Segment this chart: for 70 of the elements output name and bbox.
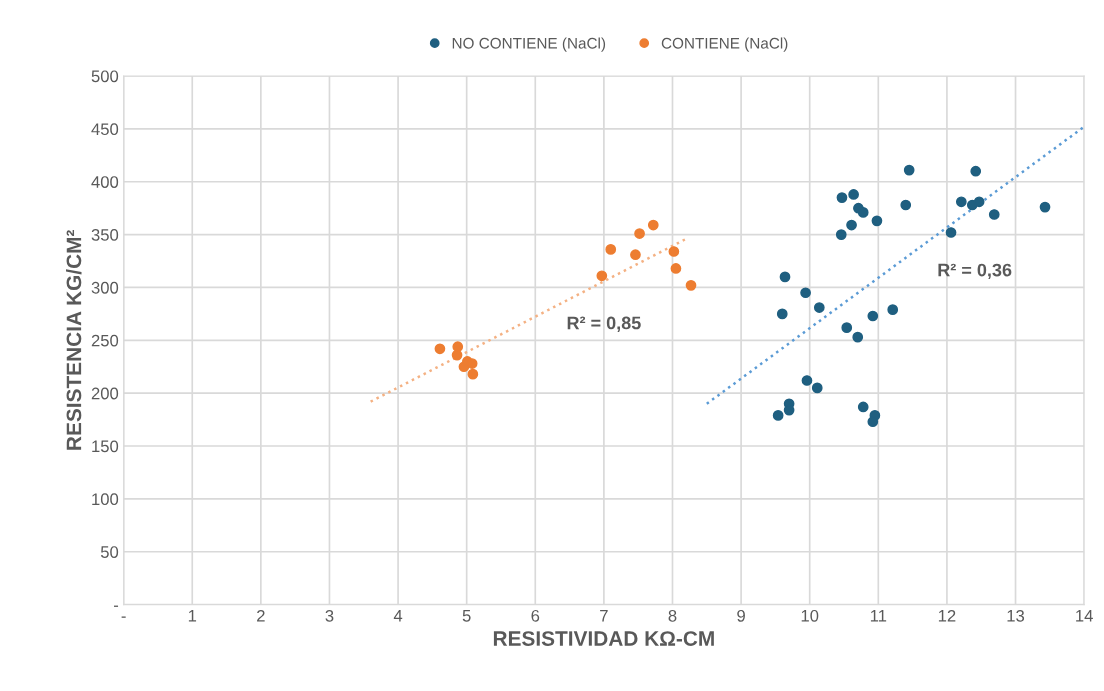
x-tick-label: 8 (668, 609, 677, 622)
y-tick-label: 450 (91, 123, 119, 136)
y-tick-label: 500 (91, 70, 119, 83)
legend-label: CONTIENE (NaCl) (661, 37, 788, 52)
y-tick-label: 300 (91, 281, 119, 294)
y-tick-label: 400 (91, 176, 119, 188)
point (1039, 201, 1051, 213)
point (945, 227, 957, 238)
x-tick-label: 14 (1076, 610, 1093, 622)
x-tick-label: 9 (737, 609, 745, 622)
x-tick-label: 5 (462, 610, 471, 622)
point (852, 331, 864, 343)
x-tick-label: 4 (393, 610, 403, 622)
point (836, 192, 848, 203)
legend-label: NO CONTIENE (NaCl) (452, 37, 606, 52)
point (779, 271, 791, 283)
point (800, 287, 811, 299)
x-tick-label: 3 (325, 609, 334, 622)
point (813, 302, 825, 313)
point (801, 375, 813, 386)
point (467, 368, 479, 380)
point (988, 209, 1000, 220)
annotation: R² = 0,36 (938, 263, 1012, 280)
point (848, 189, 859, 200)
point (605, 244, 617, 255)
point (846, 219, 857, 231)
point (685, 279, 697, 291)
point (973, 196, 985, 208)
point (841, 322, 853, 333)
x-tick-label: 6 (531, 609, 540, 622)
point (867, 416, 879, 428)
x-tick-label: 13 (1007, 609, 1025, 622)
x-tick-label: 2 (257, 609, 265, 622)
y-tick-label: 100 (92, 493, 119, 506)
point (835, 229, 847, 240)
point (670, 263, 682, 274)
y-tick-label: 250 (91, 334, 119, 347)
point (867, 310, 879, 322)
point (451, 349, 463, 361)
point (634, 228, 645, 239)
y-tick-label: - (113, 605, 119, 607)
x-tick-label: 12 (938, 609, 956, 622)
point (887, 304, 899, 316)
point (772, 410, 784, 421)
point (857, 207, 869, 218)
point (955, 196, 967, 208)
point (903, 164, 915, 176)
point (871, 215, 883, 227)
y-tick-label: 200 (91, 387, 119, 400)
y-tick-label: 50 (100, 546, 119, 558)
x-axis-title: RESISTIVIDAD KΩ-CM (493, 631, 714, 646)
point (900, 199, 912, 211)
x-tick-label: 1 (188, 610, 197, 622)
point (630, 249, 641, 261)
point (970, 165, 982, 177)
point (596, 270, 608, 282)
point (647, 219, 659, 231)
x-tick-label: 7 (600, 610, 608, 622)
annotation: R² = 0,85 (567, 316, 641, 332)
y-tick-label: 150 (92, 440, 119, 453)
point (776, 308, 788, 320)
point (857, 401, 869, 413)
x-tick-label: 11 (870, 610, 887, 622)
point (668, 246, 680, 257)
point (811, 382, 823, 394)
point (434, 343, 446, 355)
y-tick-label: 350 (91, 229, 119, 241)
x-tick-label: - (121, 616, 126, 618)
x-tick-label: 10 (801, 609, 819, 622)
y-axis-title: RESISTENCIA KG/CM² (66, 230, 82, 450)
